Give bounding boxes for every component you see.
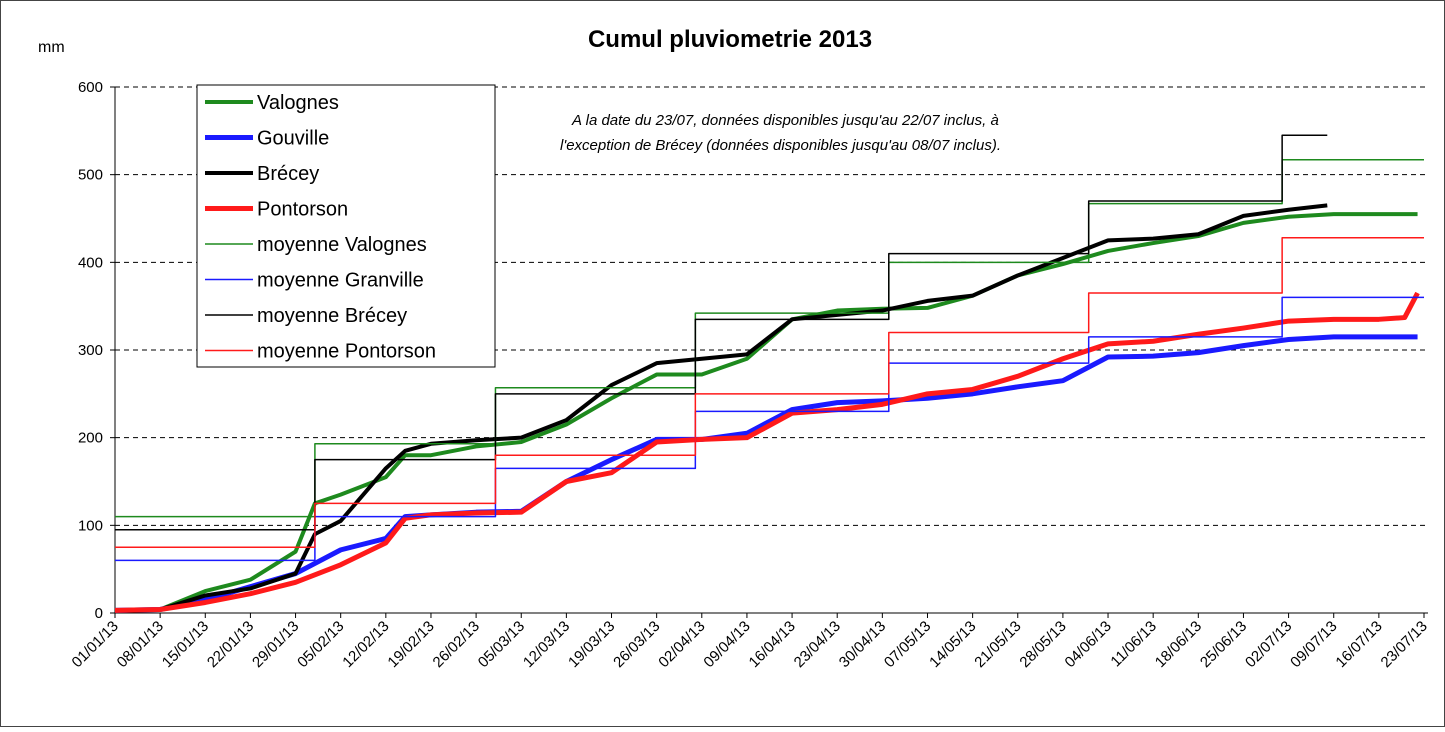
legend-label: moyenne Valognes — [257, 234, 427, 256]
y-axis-label: mm — [38, 39, 65, 56]
y-tick-label: 600 — [78, 79, 103, 96]
legend-label: Pontorson — [257, 199, 348, 221]
series-line — [115, 134, 1328, 531]
legend-box — [196, 84, 496, 368]
series-line — [115, 237, 1424, 548]
legend-label: Brécey — [257, 163, 319, 185]
series-line — [115, 159, 1424, 518]
series-line — [114, 334, 1418, 613]
legend-label: Valognes — [257, 92, 339, 114]
legend-label: moyenne Brécey — [257, 305, 407, 327]
chart-title: Cumul pluviometrie 2013 — [588, 26, 872, 53]
y-tick-label: 200 — [78, 430, 103, 447]
y-tick-label: 300 — [78, 342, 103, 359]
y-tick-label: 0 — [95, 605, 103, 622]
y-tick-label: 400 — [78, 254, 103, 271]
series-line — [114, 203, 1328, 613]
y-tick-label: 500 — [78, 167, 103, 184]
legend-label: moyenne Granville — [257, 270, 424, 292]
legend-label: Gouville — [257, 128, 329, 150]
annotation: A la date du 23/07, données disponibles … — [571, 112, 999, 129]
series-line — [115, 296, 1424, 562]
annotation: l'exception de Brécey (données disponibl… — [560, 137, 1001, 154]
series-line — [114, 212, 1418, 613]
series-line — [114, 291, 1420, 613]
legend: Valognes Gouville Brécey Pontorson moyenne V… — [196, 84, 496, 368]
legend-label: moyenne Pontorson — [257, 341, 436, 363]
y-tick-label: 100 — [78, 517, 103, 534]
